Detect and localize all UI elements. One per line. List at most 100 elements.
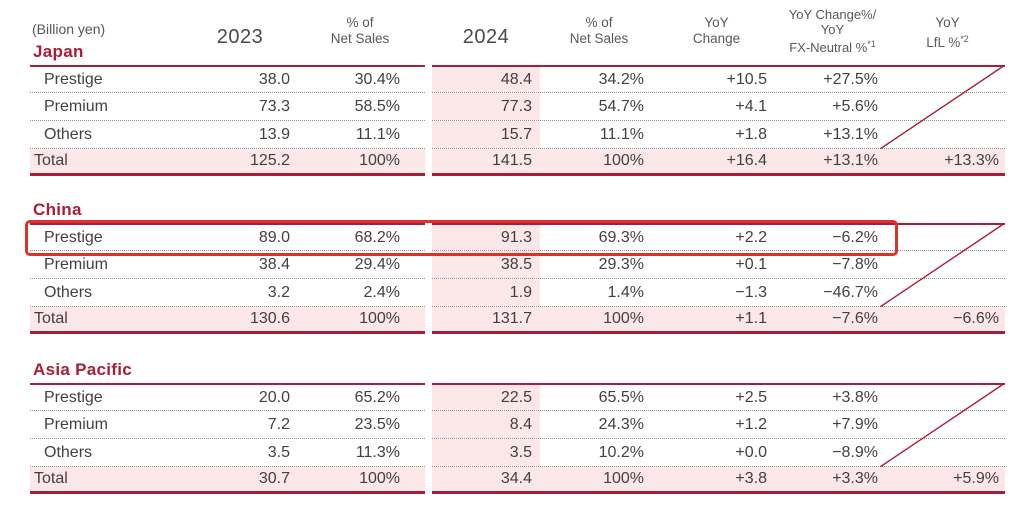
region-title: Japan: [33, 42, 84, 61]
row-label: Total: [34, 310, 68, 327]
cell-yoy-change: +2.2: [735, 228, 767, 246]
cell-yoy-change: +0.0: [735, 443, 767, 461]
cell-yoy-lfl: +5.9%: [953, 470, 999, 487]
cell-2023: 3.2: [267, 283, 290, 301]
column-header-pct-net-sales-2023: % of Net Sales: [330, 15, 390, 46]
cell-2023: 73.3: [258, 97, 290, 115]
table-row: Premium 73.3 58.5% 77.3 54.7% +4.1 +5.6%: [30, 93, 1005, 121]
cell-2024: 131.7: [432, 307, 540, 331]
column-header-pct-net-sales-2024: % of Net Sales: [569, 15, 629, 46]
column-gap: [425, 467, 432, 494]
row-label: Total: [34, 152, 68, 169]
column-gap: [425, 93, 432, 121]
cell-yoy-change: +1.2: [735, 415, 767, 433]
table-row: Others 13.9 11.1% 15.7 11.1% +1.8 +13.1%: [30, 121, 1005, 149]
cell-pct-2024: 100%: [603, 152, 644, 169]
table-row: Prestige 89.0 68.2% 91.3 69.3% +2.2 −6.2…: [30, 223, 1005, 251]
table-row-total: Total 30.7 100% 34.4 100% +3.8 +3.3% +5.…: [30, 467, 1005, 494]
cell-pct-2024: 54.7%: [598, 97, 644, 115]
row-label: Premium: [44, 255, 109, 273]
cell-2024: 3.5: [432, 439, 540, 466]
cell-yoy-fx-neutral: +5.6%: [832, 97, 878, 115]
cell-yoy-fx-neutral: −7.8%: [832, 255, 878, 273]
column-header-yoy-change: YoY Change: [692, 15, 741, 46]
cell-yoy-fx-neutral: −46.7%: [823, 283, 878, 301]
cell-pct-2023: 68.2%: [354, 228, 400, 246]
column-gap: [425, 65, 432, 93]
cell-pct-2024: 100%: [603, 310, 644, 327]
cell-2023: 89.0: [258, 228, 290, 246]
column-gap: [425, 411, 432, 439]
cell-pct-2024: 24.3%: [598, 415, 644, 433]
cell-yoy-fx-neutral: +3.8%: [832, 388, 878, 406]
cell-2023: 7.2: [267, 415, 290, 433]
cell-pct-2024: 29.3%: [598, 255, 644, 273]
cell-2023: 3.5: [267, 443, 290, 461]
cell-yoy-change: +1.1: [735, 310, 767, 327]
cell-pct-2023: 30.4%: [354, 70, 400, 88]
cell-pct-2023: 100%: [359, 470, 400, 487]
row-label: Others: [44, 125, 93, 143]
cell-2023: 20.0: [258, 388, 290, 406]
cell-2024: 77.3: [432, 93, 540, 120]
row-label: Premium: [44, 97, 109, 115]
cell-pct-2023: 29.4%: [354, 255, 400, 273]
cell-pct-2024: 69.3%: [598, 228, 644, 246]
column-gap: [425, 149, 432, 176]
section-asia-pacific: Asia Pacific Prestige 20.0 65.2% 22.5 65…: [30, 358, 1006, 494]
cell-2023: 30.7: [258, 470, 290, 487]
footnote-ref-2: *2: [960, 34, 969, 44]
region-title: China: [33, 200, 82, 219]
cell-2024: 8.4: [432, 411, 540, 438]
cell-2023: 130.6: [249, 310, 290, 327]
cell-yoy-change: +1.8: [735, 125, 767, 143]
cell-pct-2024: 1.4%: [607, 283, 644, 301]
cell-pct-2023: 2.4%: [363, 283, 400, 301]
column-gap: [425, 279, 432, 307]
cell-2024: 22.5: [432, 385, 540, 410]
cell-pct-2023: 11.1%: [355, 125, 400, 143]
cell-2024: 91.3: [432, 225, 540, 250]
cell-2023: 38.0: [258, 70, 290, 88]
cell-2024: 34.4: [432, 467, 540, 491]
cell-yoy-fx-neutral: +7.9%: [832, 415, 878, 433]
cell-pct-2023: 65.2%: [354, 388, 400, 406]
cell-2024: 48.4: [432, 67, 540, 92]
row-label: Others: [44, 443, 93, 461]
cell-pct-2024: 10.2%: [598, 443, 644, 461]
table-row-total: Total 130.6 100% 131.7 100% +1.1 −7.6% −…: [30, 307, 1005, 334]
cell-pct-2024: 11.1%: [599, 125, 644, 143]
cell-pct-2023: 100%: [359, 152, 400, 169]
cell-yoy-change: +3.8: [735, 470, 767, 487]
cell-pct-2023: 100%: [359, 310, 400, 327]
table-row: Prestige 38.0 30.4% 48.4 34.2% +10.5 +27…: [30, 65, 1005, 93]
cell-yoy-change: +4.1: [735, 97, 767, 115]
row-label: Total: [34, 470, 68, 487]
cell-yoy-change: +16.4: [726, 152, 767, 169]
cell-2023: 38.4: [258, 255, 290, 273]
table-row: Others 3.2 2.4% 1.9 1.4% −1.3 −46.7%: [30, 279, 1005, 307]
cell-pct-2024: 65.5%: [598, 388, 644, 406]
cell-yoy-lfl: +13.3%: [944, 152, 999, 169]
cell-yoy-change: +2.5: [735, 388, 767, 406]
cell-2024: 1.9: [432, 279, 540, 306]
table-row-total: Total 125.2 100% 141.5 100% +16.4 +13.1%…: [30, 149, 1005, 176]
column-gap: [425, 439, 432, 467]
cell-yoy-fx-neutral: −8.9%: [832, 443, 878, 461]
cell-pct-2023: 23.5%: [354, 415, 400, 433]
cell-yoy-fx-neutral: −6.2%: [832, 228, 878, 246]
row-label: Others: [44, 283, 93, 301]
table-row: Premium 7.2 23.5% 8.4 24.3% +1.2 +7.9%: [30, 411, 1005, 439]
cell-pct-2024: 34.2%: [598, 70, 644, 88]
cell-yoy-fx-neutral: +27.5%: [823, 70, 878, 88]
cell-2023: 13.9: [258, 125, 290, 143]
cell-2024: 141.5: [432, 149, 540, 173]
row-label: Prestige: [44, 70, 103, 88]
column-gap: [425, 383, 432, 411]
row-label: Prestige: [44, 388, 103, 406]
row-label: Prestige: [44, 228, 103, 246]
cell-pct-2023: 58.5%: [354, 97, 400, 115]
column-header-yoy-lfl: YoY LfL %*2: [926, 15, 969, 50]
footnote-ref-1: *1: [867, 39, 876, 49]
cell-yoy-change: −1.3: [735, 283, 767, 301]
